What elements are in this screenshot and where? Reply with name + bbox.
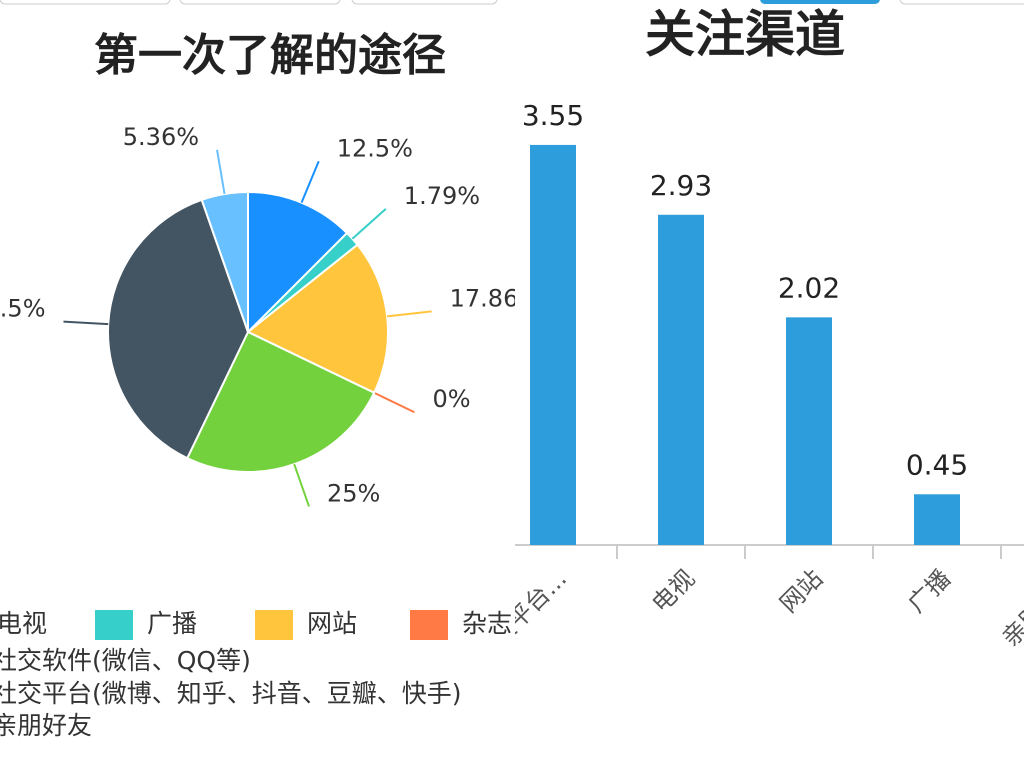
data-label: 17.86% <box>450 284 542 312</box>
x-tick-label: 网站 <box>774 564 828 618</box>
legend-swatch <box>95 610 133 640</box>
leader-line <box>300 160 320 204</box>
pie-slice <box>200 190 249 333</box>
x-tick-label: 亲朋好友 <box>997 564 1024 652</box>
chart-title: 第一次了解的途径 <box>94 30 446 81</box>
legend-label: 社交软件(微信、QQ等) <box>0 646 251 675</box>
top-button <box>0 0 171 5</box>
data-label: 25% <box>327 479 380 507</box>
data-label: 37.5% <box>0 295 45 323</box>
legend-label: 杂志 <box>462 609 512 638</box>
leader-line <box>387 310 432 318</box>
top-button <box>760 0 880 4</box>
pie-slice <box>185 330 376 473</box>
legend-swatch <box>410 610 448 640</box>
bar <box>530 144 576 546</box>
pie-panel: 第一次了解的途径 12.5% 1.79% 17.86% 0% 25% 37.5% 5.36%… <box>0 0 542 740</box>
data-label: 2.93 <box>650 169 712 202</box>
data-label: 5.36% <box>123 123 199 151</box>
pie-slice <box>107 198 250 460</box>
legend-swatch <box>255 610 293 640</box>
data-label: 1.79% <box>404 182 480 210</box>
bar <box>914 494 960 545</box>
legend-label: 社交平台(微博、知乎、抖音、豆瓣、快手) <box>0 679 462 708</box>
data-label: 0.45 <box>906 448 968 481</box>
leader-line <box>63 320 109 326</box>
chart-title: 关注渠道 <box>645 6 845 64</box>
leader-line <box>351 208 387 240</box>
leader-line <box>216 149 226 195</box>
top-button <box>179 0 341 5</box>
top-button <box>351 0 498 5</box>
legend-label: 亲朋好友 <box>0 711 92 740</box>
x-tick-label: 电视 <box>646 564 700 618</box>
leader-line <box>373 391 415 414</box>
data-label: 12.5% <box>337 134 413 162</box>
leader-line <box>293 463 310 507</box>
x-tick-label: 广播 <box>902 564 956 618</box>
bar <box>786 317 832 545</box>
legend-label: 广播 <box>147 609 197 638</box>
data-label: 2.02 <box>778 271 840 304</box>
top-button <box>899 0 1024 5</box>
bar <box>658 214 704 545</box>
legend-label: 电视 <box>0 609 47 638</box>
data-label: 3.55 <box>522 99 584 132</box>
data-label: 0% <box>432 385 470 413</box>
legend-label: 网站 <box>307 609 357 638</box>
